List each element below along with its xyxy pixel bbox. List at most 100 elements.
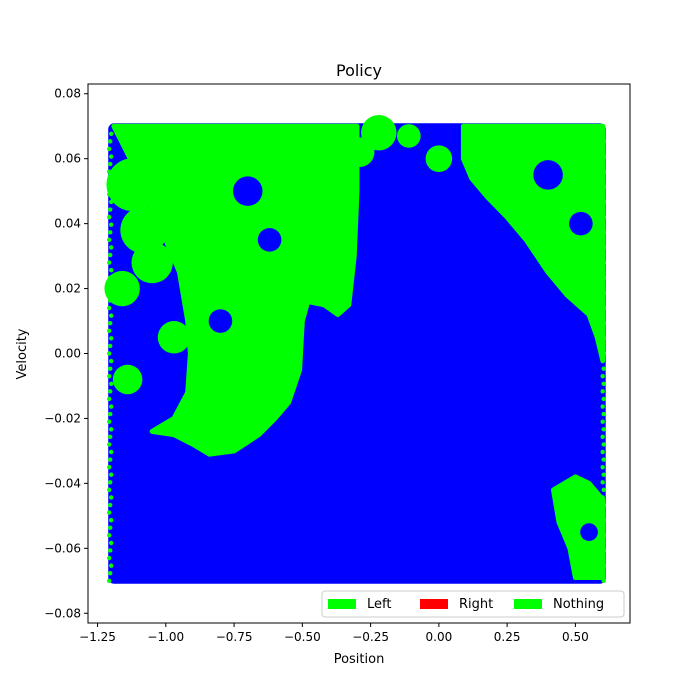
y-tick-label: 0.06 bbox=[54, 152, 81, 166]
scatter-point bbox=[109, 358, 114, 364]
scatter-point bbox=[107, 351, 112, 356]
legend-box bbox=[321, 590, 625, 618]
scatter-point bbox=[108, 480, 113, 485]
scatter-point bbox=[108, 230, 113, 235]
policy-region-nothing-1 bbox=[111, 123, 360, 457]
scatter-point bbox=[109, 540, 114, 546]
x-axis-ticks: −1.25 −1.00 −0.75 −0.50 −0.25 0.00 0.25 0.50 bbox=[79, 623, 589, 644]
y-axis-ticks: −0.08 −0.06 −0.04 −0.02 0.00 0.02 0.04 0.06 0.08 bbox=[44, 87, 88, 620]
legend-label-left: Left bbox=[367, 597, 391, 612]
policy-patch-nothing bbox=[106, 158, 160, 212]
scatter-point bbox=[109, 517, 114, 523]
policy-patch-right bbox=[208, 309, 233, 333]
scatter-point bbox=[108, 320, 113, 326]
legend-swatch-nothing bbox=[514, 599, 542, 609]
scatter-point bbox=[601, 457, 606, 462]
policy-patch-nothing bbox=[157, 321, 191, 354]
scatter-point bbox=[107, 464, 112, 470]
scatter-point bbox=[108, 207, 113, 212]
scatter-point bbox=[107, 442, 112, 447]
scatter-point bbox=[107, 487, 112, 493]
scatter-point bbox=[108, 571, 113, 576]
scatter-point bbox=[600, 434, 605, 440]
x-tick-label: −0.50 bbox=[284, 630, 321, 644]
policy-patch-nothing bbox=[425, 145, 453, 172]
scatter-point bbox=[600, 464, 605, 470]
y-tick-label: −0.06 bbox=[44, 541, 81, 555]
scatter-point bbox=[107, 328, 112, 333]
scatter-point bbox=[108, 139, 113, 144]
x-tick-label: −1.25 bbox=[79, 630, 116, 644]
scatter-point bbox=[109, 381, 114, 387]
scatter-point bbox=[600, 480, 605, 485]
policy-patch-nothing bbox=[120, 206, 168, 254]
scatter-point bbox=[601, 487, 606, 493]
policy-patch-nothing bbox=[112, 364, 143, 395]
scatter-point bbox=[109, 427, 114, 432]
scatter-point bbox=[601, 396, 606, 402]
policy-patch-right bbox=[569, 211, 593, 236]
scatter-point bbox=[109, 495, 114, 500]
y-tick-label: 0.00 bbox=[54, 347, 81, 361]
scatter-point bbox=[601, 366, 606, 371]
policy-patch-nothing bbox=[104, 270, 140, 307]
scatter-point bbox=[107, 146, 112, 152]
x-tick-label: 0.00 bbox=[426, 630, 453, 644]
scatter-point bbox=[107, 419, 112, 424]
policy-patch-nothing bbox=[344, 137, 375, 167]
y-tick-label: −0.08 bbox=[44, 606, 81, 620]
x-tick-label: −0.25 bbox=[352, 630, 389, 644]
legend-label-right: Right bbox=[459, 597, 493, 612]
scatter-point bbox=[109, 313, 114, 318]
policy-patch-nothing bbox=[361, 114, 397, 151]
scatter-point bbox=[109, 222, 114, 227]
scatter-point bbox=[109, 154, 114, 159]
scatter-point bbox=[108, 343, 113, 349]
policy-patch-nothing bbox=[397, 124, 421, 148]
x-tick-label: 0.25 bbox=[494, 630, 521, 644]
scatter-point bbox=[108, 502, 113, 508]
scatter-point bbox=[109, 449, 114, 455]
x-tick-label: −1.00 bbox=[147, 630, 184, 644]
y-tick-label: 0.02 bbox=[54, 282, 81, 296]
scatter-point bbox=[108, 434, 113, 440]
legend-label-nothing: Nothing bbox=[553, 597, 604, 612]
scatter-point bbox=[600, 449, 605, 455]
scatter-point bbox=[109, 563, 114, 568]
legend: Left Right Nothing bbox=[321, 590, 625, 618]
scatter-point bbox=[107, 510, 112, 515]
scatter-point bbox=[109, 267, 114, 273]
policy-region-nothing-2 bbox=[460, 123, 606, 363]
scatter-point bbox=[108, 252, 113, 258]
scatter-point bbox=[107, 374, 112, 379]
scatter-point bbox=[107, 260, 112, 265]
y-tick-label: −0.02 bbox=[44, 411, 81, 425]
y-axis-label: Velocity bbox=[15, 328, 30, 379]
policy-patch-right bbox=[533, 160, 563, 190]
scatter-point bbox=[108, 161, 113, 167]
scatter-plot-area bbox=[104, 114, 606, 584]
scatter-point bbox=[601, 411, 606, 417]
scatter-point bbox=[108, 411, 113, 417]
scatter-point bbox=[109, 245, 114, 250]
x-tick-label: −0.75 bbox=[216, 630, 253, 644]
policy-patch-nothing bbox=[131, 241, 173, 284]
policy-patch-right bbox=[580, 523, 598, 541]
scatter-point bbox=[601, 472, 606, 477]
scatter-point bbox=[107, 555, 112, 561]
scatter-point bbox=[601, 381, 606, 387]
scatter-point bbox=[107, 214, 112, 220]
x-axis-label: Position bbox=[334, 652, 385, 667]
scatter-point bbox=[600, 389, 605, 394]
scatter-point bbox=[108, 457, 113, 462]
scatter-point bbox=[107, 396, 112, 402]
scatter-point bbox=[109, 472, 114, 477]
scatter-point bbox=[109, 336, 114, 341]
scatter-point bbox=[107, 578, 112, 583]
scatter-point bbox=[108, 389, 113, 394]
scatter-point bbox=[108, 548, 113, 553]
policy-patch-right bbox=[257, 228, 282, 252]
scatter-point bbox=[109, 131, 114, 136]
y-tick-label: 0.04 bbox=[54, 217, 81, 231]
